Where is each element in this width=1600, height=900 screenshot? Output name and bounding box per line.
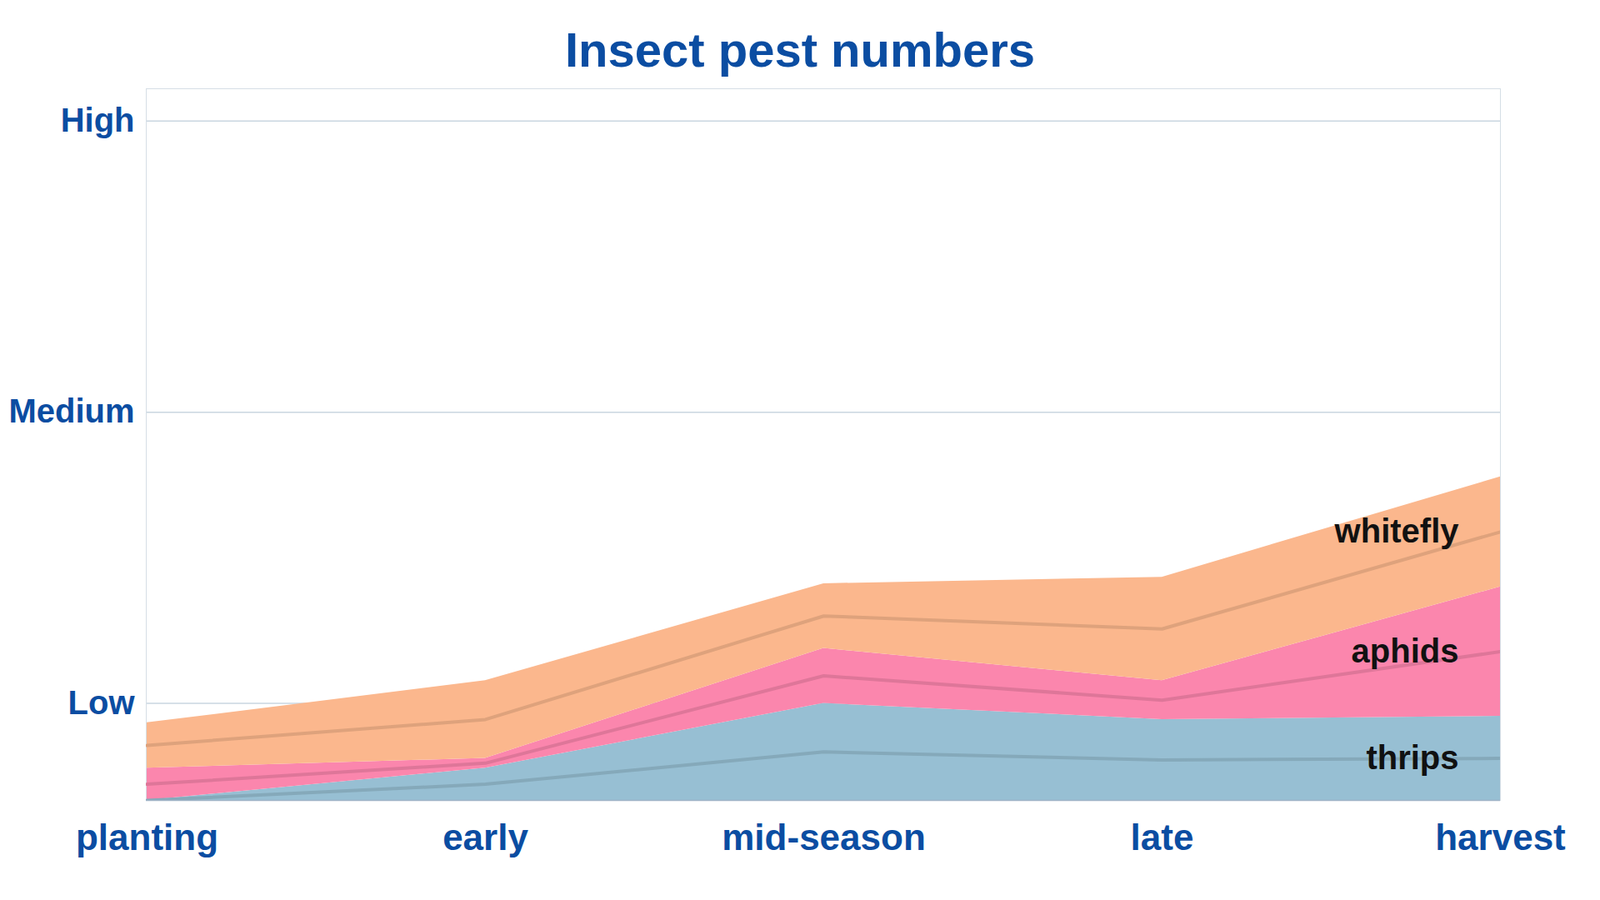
svg-text:Low: Low: [68, 684, 136, 721]
svg-text:early: early: [442, 816, 529, 858]
svg-text:High: High: [60, 101, 135, 139]
svg-text:planting: planting: [75, 816, 219, 858]
svg-text:thrips: thrips: [1365, 739, 1459, 776]
svg-text:harvest: harvest: [1435, 816, 1566, 858]
svg-text:Medium: Medium: [8, 392, 135, 430]
svg-text:aphids: aphids: [1351, 632, 1460, 670]
html-text:Insect pest numbers: Insect pest numbers: [565, 22, 1035, 77]
svg-text:late: late: [1130, 816, 1195, 858]
svg-text:mid-season: mid-season: [721, 816, 926, 858]
svg-text:whitefly: whitefly: [1334, 512, 1460, 550]
